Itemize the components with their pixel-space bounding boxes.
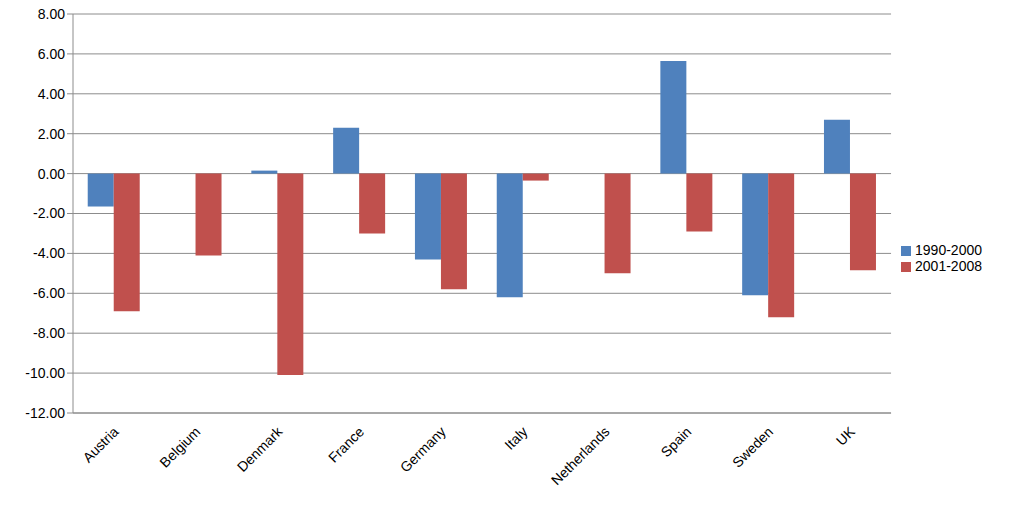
html-text:1990-2000: 1990-2000 bbox=[915, 241, 982, 258]
svg-text:Germany: Germany bbox=[397, 423, 449, 475]
svg-text:France: France bbox=[325, 423, 367, 465]
svg-text:Sweden: Sweden bbox=[729, 423, 776, 470]
svg-text:2.00: 2.00 bbox=[38, 126, 65, 142]
svg-text:Belgium: Belgium bbox=[156, 423, 203, 470]
svg-text:8.00: 8.00 bbox=[38, 6, 65, 22]
svg-text:4.00: 4.00 bbox=[38, 86, 65, 102]
svg-text:Italy: Italy bbox=[501, 423, 530, 452]
svg-text:Netherlands: Netherlands bbox=[548, 423, 613, 488]
svg-text:-2.00: -2.00 bbox=[33, 205, 65, 221]
svg-text:Austria: Austria bbox=[80, 423, 122, 465]
html-text:2001-2008: 2001-2008 bbox=[915, 257, 982, 274]
svg-text:-8.00: -8.00 bbox=[33, 325, 65, 341]
svg-text:0.00: 0.00 bbox=[38, 166, 65, 182]
svg-text:Denmark: Denmark bbox=[234, 423, 286, 475]
svg-text:UK: UK bbox=[833, 423, 859, 449]
svg-text:Spain: Spain bbox=[658, 423, 695, 460]
svg-text:-10.00: -10.00 bbox=[25, 365, 65, 381]
svg-text:-4.00: -4.00 bbox=[33, 245, 65, 261]
svg-text:-12.00: -12.00 bbox=[25, 405, 65, 421]
svg-text:6.00: 6.00 bbox=[38, 46, 65, 62]
svg-text:-6.00: -6.00 bbox=[33, 285, 65, 301]
